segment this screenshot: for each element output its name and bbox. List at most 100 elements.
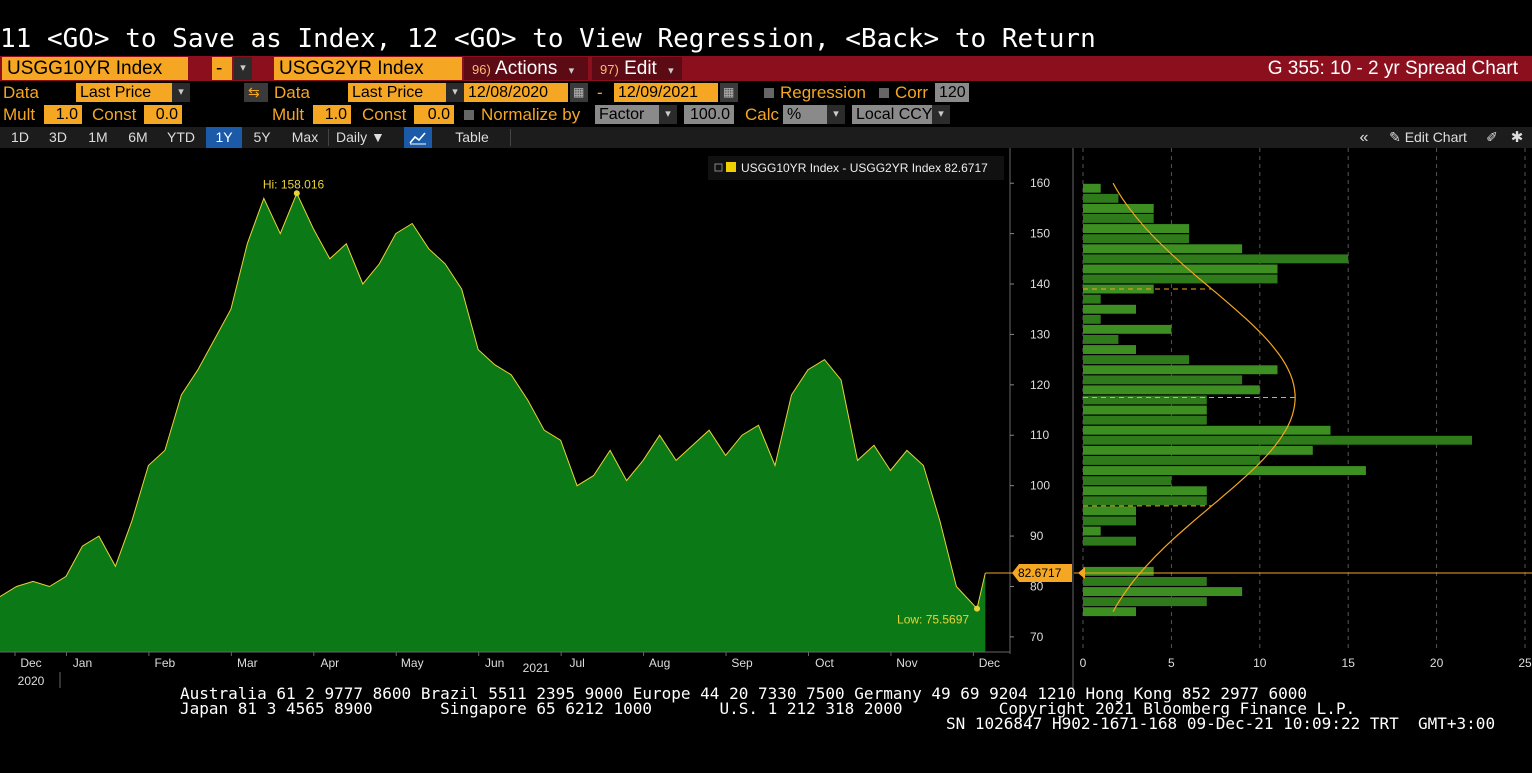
line-chart-icon[interactable] xyxy=(404,127,432,148)
data1-select[interactable]: Last Price xyxy=(76,83,172,102)
gear-icon[interactable]: ✱ xyxy=(1510,129,1524,146)
frequency-label: Daily xyxy=(336,129,368,145)
hist-bar xyxy=(1083,395,1207,405)
actions-menu[interactable]: 96) Actions ▾ xyxy=(464,57,588,80)
corr-period-field[interactable]: 120 xyxy=(935,83,969,102)
footer-line1: Australia 61 2 9777 8600 Brazil 5511 239… xyxy=(180,684,1308,703)
security2-field[interactable]: USGG2YR Index xyxy=(274,57,462,80)
hist-last-value-marker xyxy=(1078,567,1085,580)
period-5y-button[interactable]: 5Y xyxy=(253,129,271,145)
data2-select[interactable]: Last Price xyxy=(348,83,446,102)
corr-label: Corr xyxy=(895,83,929,102)
currency-dropdown-icon[interactable]: ▾ xyxy=(932,105,950,124)
frequency-select[interactable]: Daily ▼ xyxy=(332,127,396,148)
factor-field[interactable]: 100.0 xyxy=(684,105,734,124)
const2-label: Const xyxy=(362,105,407,124)
annotate-icon[interactable]: ✐ xyxy=(1486,129,1498,145)
end-date-field[interactable]: 12/09/2021 xyxy=(614,83,718,102)
period-1y-button[interactable]: 1Y xyxy=(206,127,242,148)
legend-swatch xyxy=(726,162,736,172)
last-value-label: 82.6717 xyxy=(1018,566,1062,580)
period-1d-button[interactable]: 1D xyxy=(11,129,29,145)
period-6m-button[interactable]: 6M xyxy=(128,129,148,145)
normalize-checkbox[interactable] xyxy=(464,110,474,120)
hist-bar xyxy=(1083,234,1190,244)
start-date-field[interactable]: 12/08/2020 xyxy=(464,83,568,102)
hist-bar xyxy=(1083,456,1260,465)
operator-field[interactable]: - xyxy=(212,57,232,80)
data2-dropdown-icon[interactable]: ▾ xyxy=(446,83,464,102)
calc-label: Calc xyxy=(745,105,780,124)
table-button[interactable]: Table xyxy=(455,129,489,145)
edit-chart-label: Edit Chart xyxy=(1404,129,1467,145)
spread-chart[interactable]: Hi: 158.016 Low: 75.5697 70 80 90 100 110 120 13… xyxy=(0,148,1075,688)
y-tick-label: 160 xyxy=(1030,176,1050,190)
chart-toolbar: 1D 3D 1M 6M YTD 1Y 5Y Max Daily ▼ Table … xyxy=(0,127,1532,148)
normalize-dropdown-icon[interactable]: ▾ xyxy=(659,105,677,124)
period-1m-button[interactable]: 1M xyxy=(88,129,108,145)
hist-x-tick-label: 5 xyxy=(1168,656,1175,670)
x-month-label: May xyxy=(401,656,424,670)
y-tick-label: 90 xyxy=(1030,529,1044,543)
mult2-field[interactable]: 1.0 xyxy=(313,105,351,124)
hist-bar xyxy=(1083,244,1243,254)
hist-x-tick-label: 10 xyxy=(1253,656,1267,670)
period-3d-button[interactable]: 3D xyxy=(49,129,67,145)
const1-label: Const xyxy=(92,105,137,124)
currency-select[interactable]: Local CCY xyxy=(852,105,932,124)
hist-bar xyxy=(1083,486,1207,496)
calc-dropdown-icon[interactable]: ▾ xyxy=(827,105,845,124)
data1-dropdown-icon[interactable]: ▾ xyxy=(172,83,190,102)
hist-bar xyxy=(1083,214,1154,223)
pencil-icon: ✎ xyxy=(1389,129,1401,145)
hist-bar xyxy=(1083,496,1207,506)
x-month-label: Jan xyxy=(73,656,92,670)
x-year-label: 2020 xyxy=(18,674,45,688)
const1-field[interactable]: 0.0 xyxy=(144,105,182,124)
regression-checkbox[interactable] xyxy=(764,88,774,98)
collapse-icon[interactable]: « xyxy=(1359,129,1369,146)
y-tick-label: 120 xyxy=(1030,378,1050,392)
data2-label: Data xyxy=(274,83,310,102)
hist-bar xyxy=(1083,415,1207,425)
period-max-button[interactable]: Max xyxy=(291,129,319,145)
hist-bar xyxy=(1083,536,1136,546)
start-calendar-icon[interactable]: ▦ xyxy=(570,83,588,102)
hist-bar xyxy=(1083,385,1260,395)
x-month-label: Jun xyxy=(485,656,504,670)
const2-field[interactable]: 0.0 xyxy=(414,105,454,124)
low-point xyxy=(974,605,981,612)
operator-dropdown-icon[interactable]: ▾ xyxy=(234,57,252,80)
regression-label: Regression xyxy=(780,83,866,102)
chart-title: G 355: 10 - 2 yr Spread Chart xyxy=(1267,58,1518,79)
security1-field[interactable]: USGG10YR Index xyxy=(2,57,188,80)
hist-bar xyxy=(1083,526,1101,536)
hist-x-tick-label: 25 xyxy=(1518,656,1532,670)
edit-chart-button[interactable]: ✎ Edit Chart xyxy=(1380,127,1476,148)
end-calendar-icon[interactable]: ▦ xyxy=(720,83,738,102)
x-month-label: Feb xyxy=(155,656,176,670)
security-header-bar: USGG10YR Index - ▾ USGG2YR Index 96) Act… xyxy=(0,56,1532,81)
low-label: Low: 75.5697 xyxy=(897,613,969,627)
last-value-tag xyxy=(1012,564,1072,583)
command-hint: 11 <GO> to Save as Index, 12 <GO> to Vie… xyxy=(0,24,1096,54)
toolbar-divider xyxy=(328,129,329,146)
edit-caret-icon: ▾ xyxy=(668,65,674,77)
hist-bar xyxy=(1083,345,1136,354)
normalize-select[interactable]: Factor xyxy=(595,105,659,124)
mult1-field[interactable]: 1.0 xyxy=(44,105,82,124)
swap-icon[interactable]: ⇆ xyxy=(244,83,268,102)
x-month-label: Apr xyxy=(320,656,339,670)
x-month-label: Aug xyxy=(649,656,670,670)
distribution-histogram: 0 5 10 15 20 25 xyxy=(1075,148,1532,670)
edit-menu[interactable]: 97) Edit ▾ xyxy=(592,57,682,80)
calc-select[interactable]: % xyxy=(783,105,827,124)
period-ytd-button[interactable]: YTD xyxy=(167,129,195,145)
y-tick-label: 110 xyxy=(1030,428,1049,442)
x-month-label: Nov xyxy=(896,656,917,670)
x-month-label: Dec xyxy=(20,656,41,670)
hist-x-tick-label: 15 xyxy=(1342,656,1356,670)
hist-bar xyxy=(1083,254,1349,264)
corr-checkbox[interactable] xyxy=(879,88,889,98)
data1-label: Data xyxy=(3,83,39,102)
